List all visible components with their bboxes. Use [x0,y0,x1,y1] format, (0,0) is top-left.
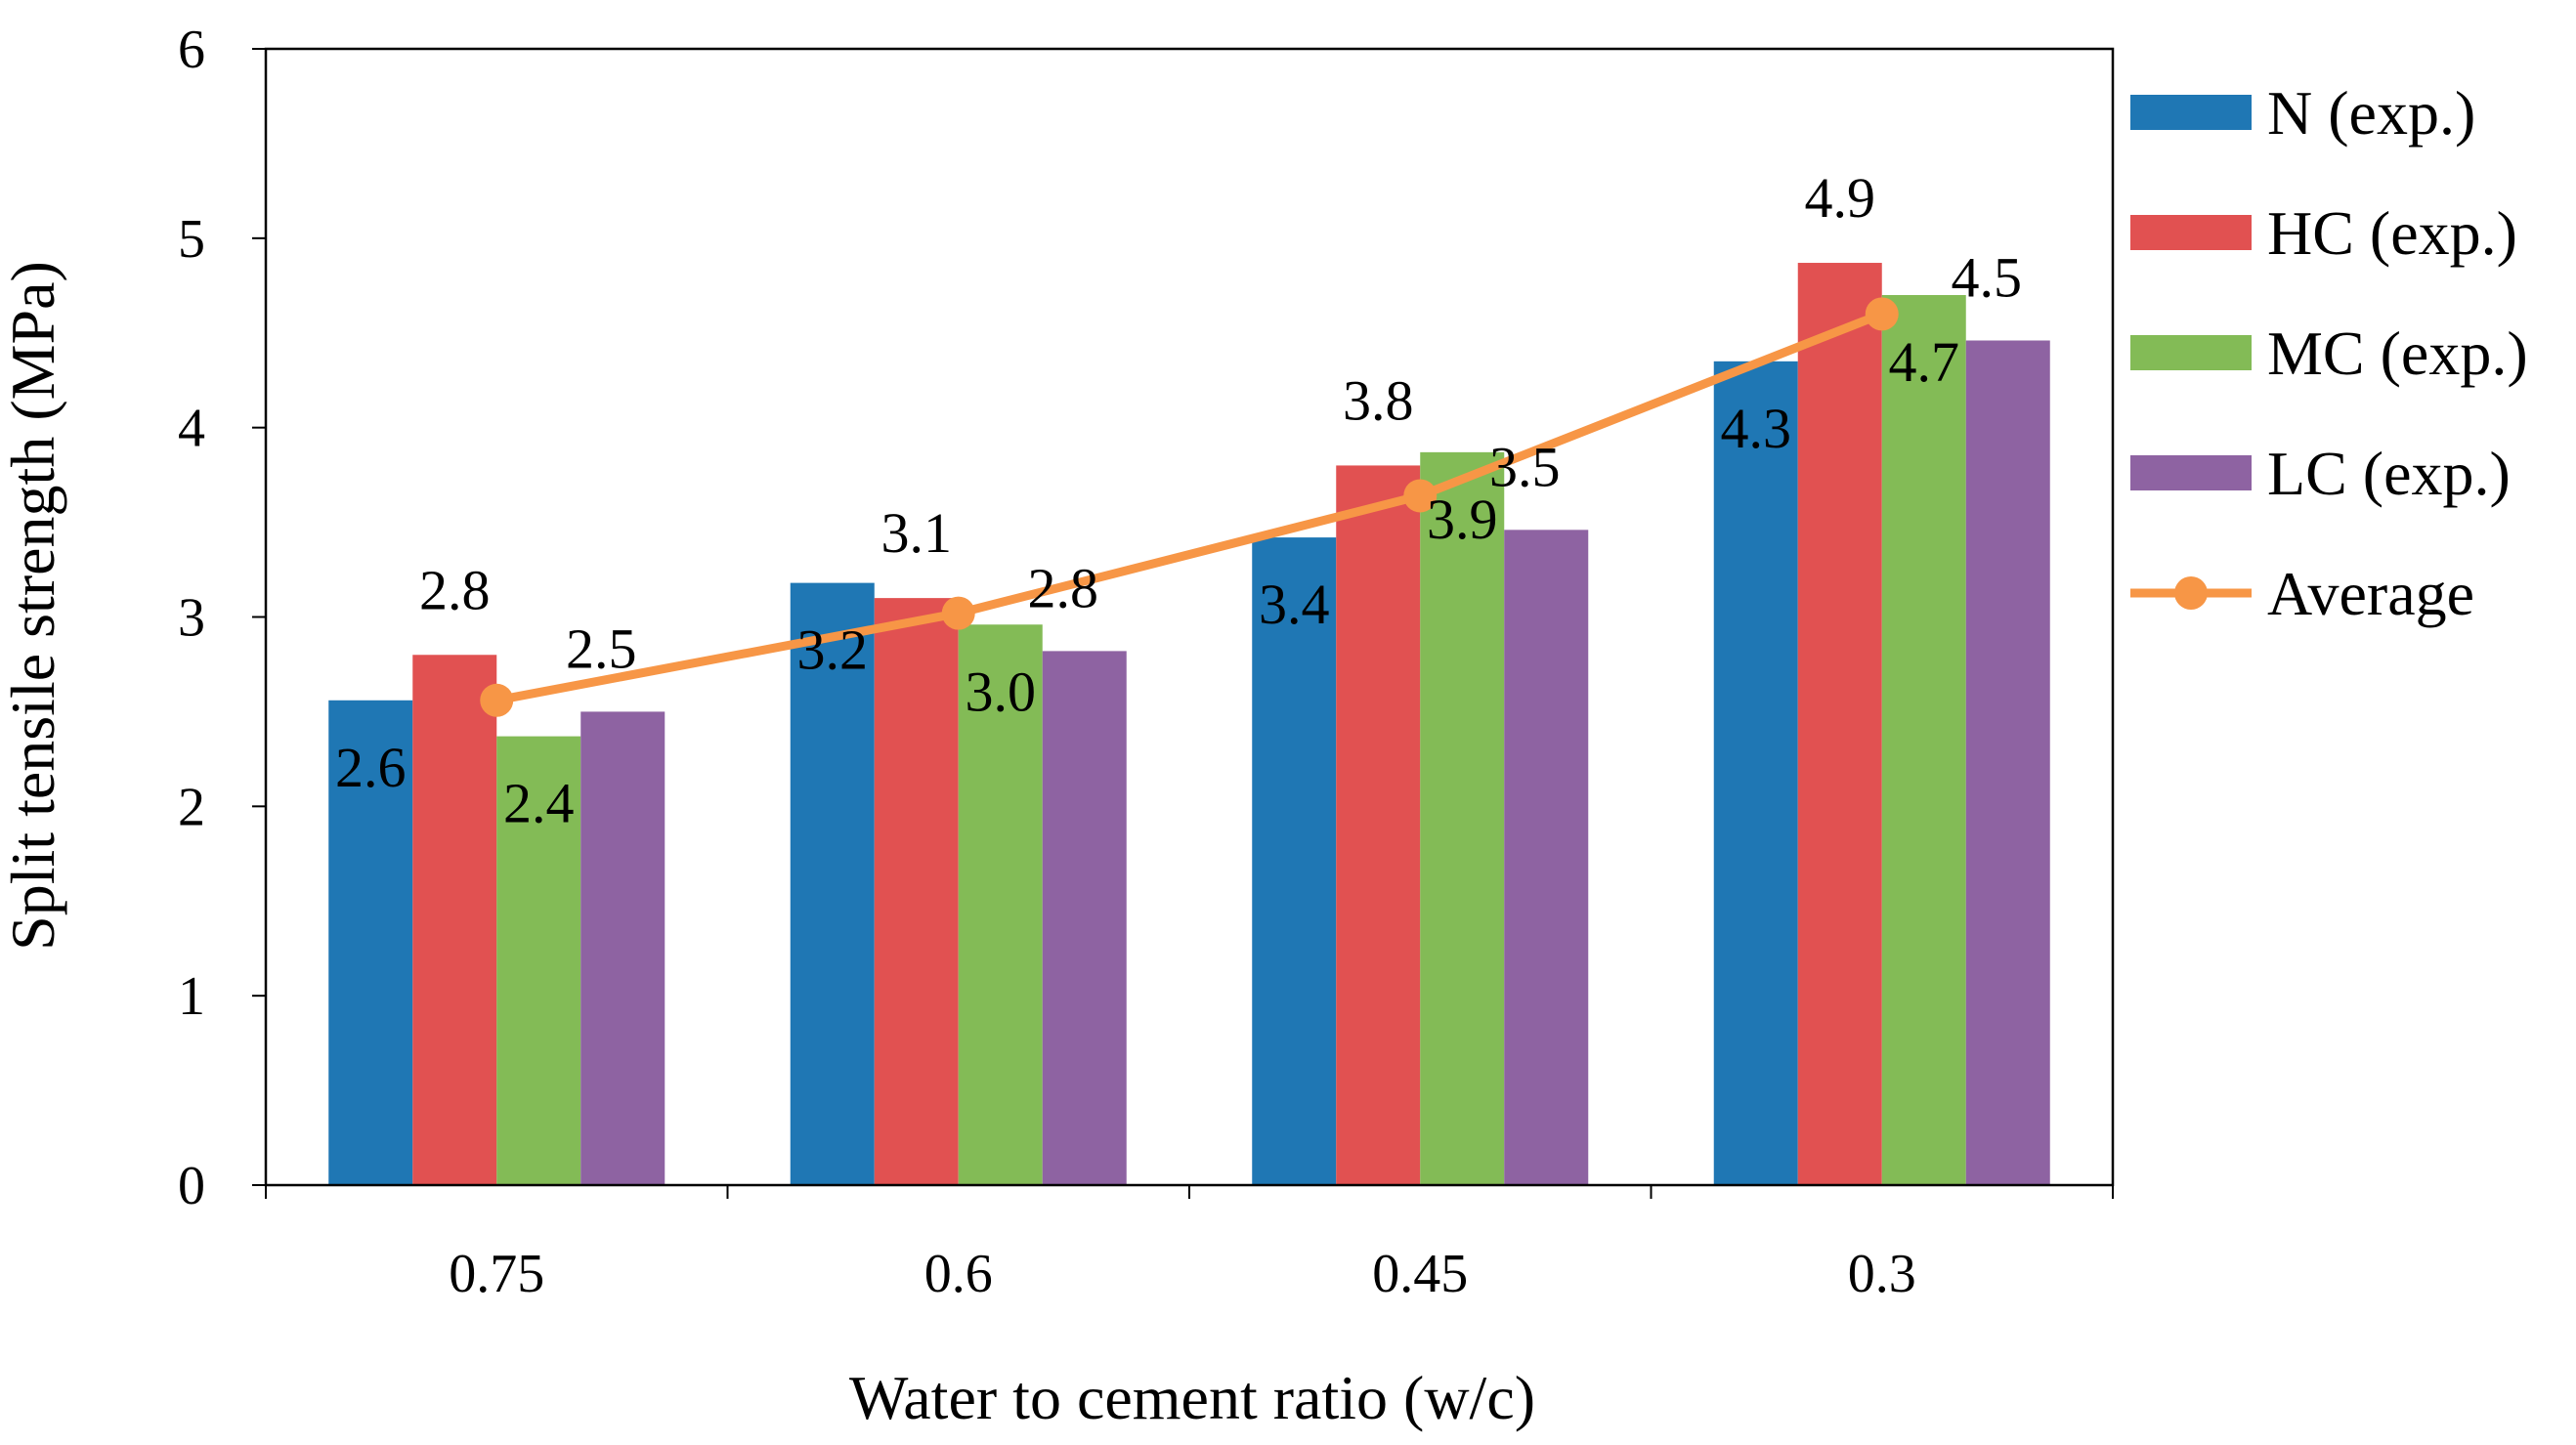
legend-swatch [2130,455,2252,490]
data-label: 2.6 [335,736,407,799]
average-marker [941,596,975,630]
y-axis-tick-labels: 0 1 2 3 4 5 6 [178,20,205,1216]
x-tick-label: 0.75 [449,1244,544,1304]
data-label: 3.4 [1259,573,1330,636]
data-label: 4.9 [1805,166,1876,230]
data-label: 4.7 [1889,330,1960,394]
legend-swatch-marker [2174,576,2208,610]
bar [958,624,1043,1185]
y-tick-label: 2 [178,777,205,837]
y-tick-label: 1 [178,966,205,1027]
data-label: 2.4 [503,772,575,835]
y-tick-label: 0 [178,1156,205,1216]
x-axis-title: Water to cement ratio (w/c) [849,1363,1535,1432]
legend-label: LC (exp.) [2267,439,2511,508]
data-label: 3.8 [1343,368,1414,432]
data-label: 2.8 [1028,556,1099,619]
legend-swatch [2130,95,2252,130]
data-label: 3.2 [797,618,869,682]
bar [1713,361,1798,1185]
bar [1420,451,1505,1185]
bar [1504,530,1589,1185]
bar [1797,263,1882,1185]
x-tick-label: 0.45 [1372,1244,1468,1304]
data-label: 2.8 [419,558,491,621]
legend-item: MC (exp.) [2130,319,2528,388]
data-label: 4.5 [1952,246,2023,310]
bar-series [328,263,2050,1186]
bar [1336,465,1421,1185]
bar [790,582,875,1185]
y-tick-label: 3 [178,588,205,649]
legend-item: LC (exp.) [2130,439,2511,508]
legend-swatch [2130,215,2252,250]
data-labels: 2.6 2.8 2.4 2.5 3.23.1 3.0 2.8 3.4 3.83.93.5 4.3 4… [335,166,2022,835]
legend-item: Average [2130,559,2474,628]
bar [1881,294,1966,1185]
legend-label: N (exp.) [2267,78,2475,148]
y-axis-ticks [252,48,266,1186]
x-axis-tick-labels: 0.75 0.6 0.45 0.3 [449,1244,1916,1304]
data-label: 3.9 [1427,488,1498,551]
data-label: 4.3 [1721,397,1792,460]
x-tick-label: 0.6 [924,1244,993,1304]
y-tick-label: 6 [178,20,205,80]
legend-swatch [2130,335,2252,370]
average-marker [1403,479,1438,513]
data-label: 3.0 [966,659,1037,723]
legend-item: N (exp.) [2130,78,2475,148]
bar [1042,651,1127,1185]
bar [328,700,413,1185]
y-axis-title: Split tensile strength (MPa) [0,261,67,951]
legend-label: HC (exp.) [2267,198,2517,268]
legend-label: MC (exp.) [2267,319,2528,388]
bar [1965,340,2050,1186]
average-line [492,309,1887,705]
average-marker [1865,297,1899,331]
y-tick-label: 4 [178,399,205,459]
average-marker [480,683,514,717]
legend-item: HC (exp.) [2130,198,2517,268]
data-label: 2.5 [566,616,637,680]
x-tick-label: 0.3 [1848,1244,1916,1304]
bar [874,598,959,1185]
bar [1252,537,1337,1185]
legend-label: Average [2267,559,2474,628]
legend: N (exp.) HC (exp.) MC (exp.) LC (exp.) Avera… [2130,78,2528,628]
x-axis-ticks [265,1185,2114,1199]
y-tick-label: 5 [178,209,205,270]
average-line-series [480,297,1899,717]
bar [580,711,665,1185]
bar [496,736,581,1185]
data-label: 3.1 [881,501,953,565]
data-label: 3.5 [1489,435,1561,498]
bar [412,655,497,1185]
